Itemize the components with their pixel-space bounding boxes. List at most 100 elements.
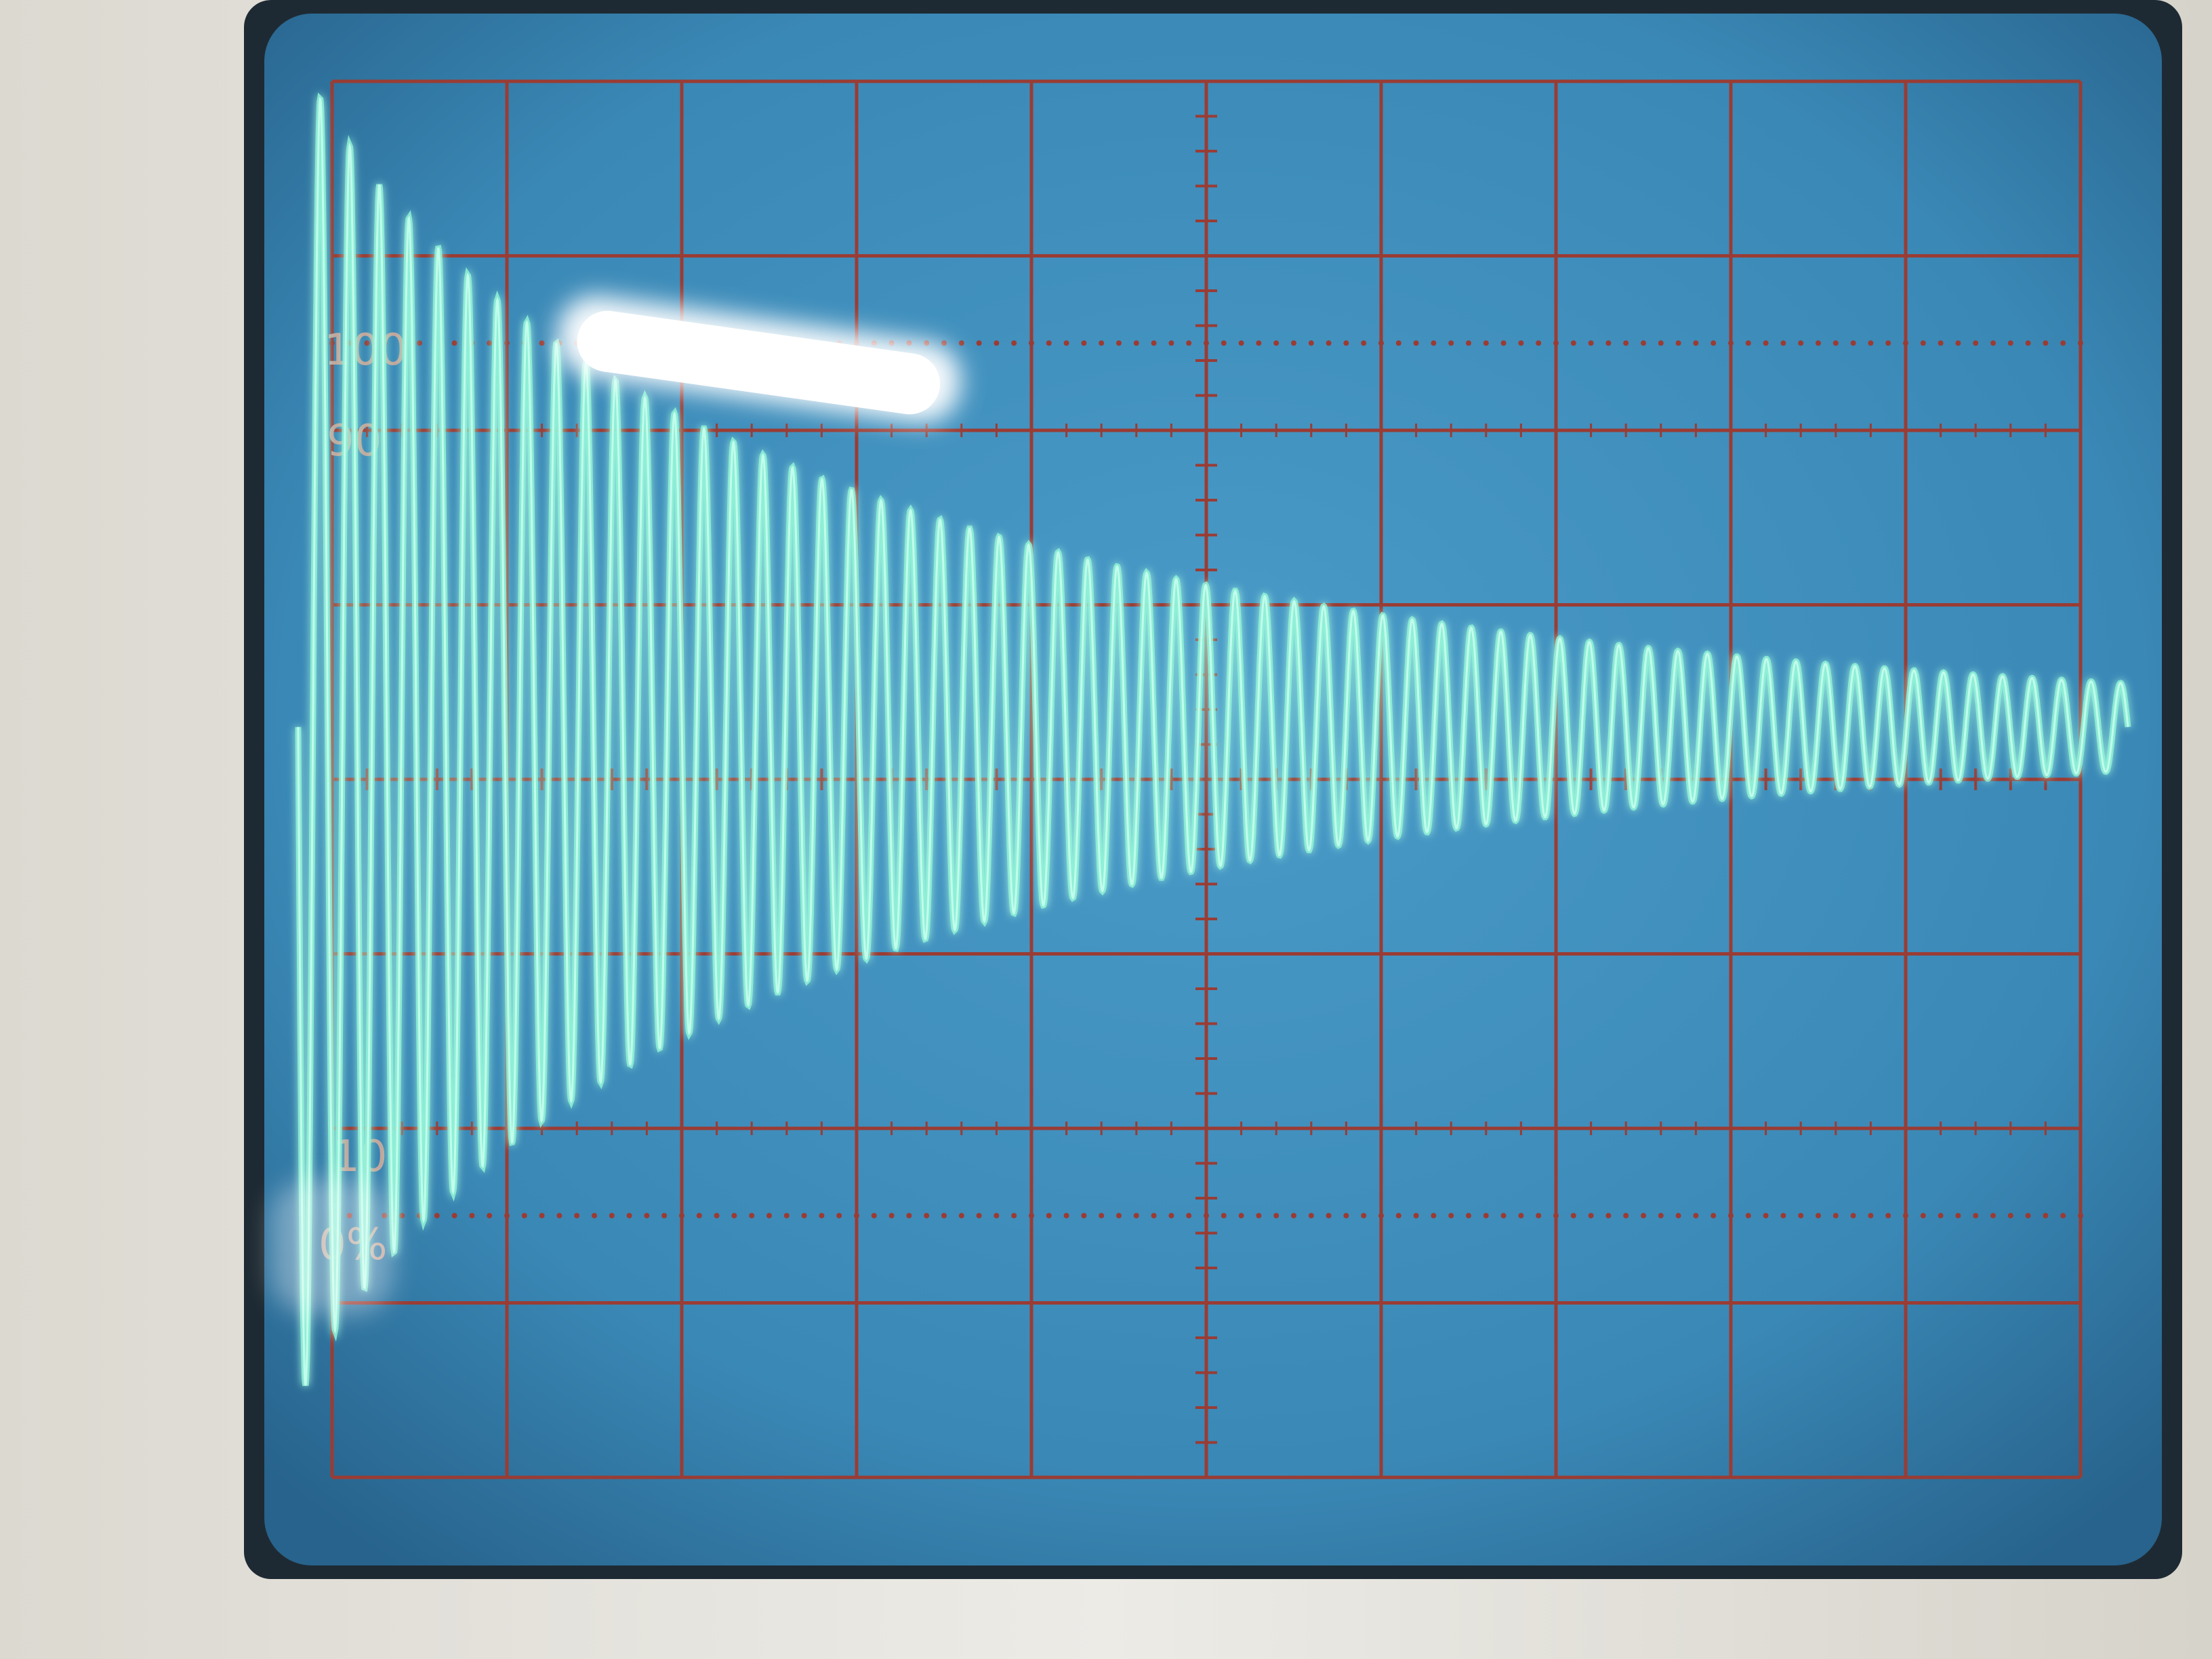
dotted-reference-dot <box>1518 1212 1524 1218</box>
dotted-reference-dot <box>1186 1212 1192 1218</box>
dotted-reference-dot <box>329 340 335 346</box>
dotted-reference-dot <box>1745 1212 1751 1218</box>
dotted-reference-dot <box>1063 1212 1069 1218</box>
dotted-reference-dot <box>1938 1212 1944 1218</box>
dotted-reference-dot <box>1378 1212 1384 1218</box>
dotted-reference-dot <box>696 1212 702 1218</box>
dotted-reference-dot <box>871 1212 877 1218</box>
dotted-reference-dot <box>1238 340 1244 346</box>
dotted-reference-dot <box>1605 340 1612 346</box>
dotted-reference-dot <box>1343 340 1349 346</box>
dotted-reference-dot <box>1675 1212 1681 1218</box>
dotted-reference-dot <box>1395 340 1401 346</box>
dotted-reference-dot <box>1763 340 1769 346</box>
dotted-reference-dot <box>1326 340 1332 346</box>
dotted-reference-dot <box>521 1212 527 1218</box>
dotted-reference-dot <box>1763 1212 1769 1218</box>
dotted-reference-dot <box>1238 1212 1244 1218</box>
dotted-reference-dot <box>976 1212 982 1218</box>
dotted-reference-dot <box>574 1212 580 1218</box>
dotted-reference-dot <box>1955 340 1961 346</box>
dotted-reference-dot <box>2060 340 2066 346</box>
dotted-reference-dot <box>994 340 1000 346</box>
dotted-reference-dot <box>1361 340 1367 346</box>
dotted-reference-dot <box>1273 1212 1279 1218</box>
dotted-reference-dot <box>1046 1212 1052 1218</box>
dotted-reference-dot <box>1832 340 1839 346</box>
dotted-reference-dot <box>906 1212 912 1218</box>
dotted-reference-dot <box>1570 1212 1576 1218</box>
dotted-reference-dot <box>1990 1212 1996 1218</box>
dotted-reference-dot <box>1973 340 1979 346</box>
dotted-reference-dot <box>1623 1212 1629 1218</box>
dotted-reference-dot <box>1431 340 1437 346</box>
dotted-reference-dot <box>1186 340 1192 346</box>
dotted-reference-dot <box>1553 1212 1559 1218</box>
dotted-reference-dot <box>1728 340 1734 346</box>
dotted-reference-dot <box>1483 340 1489 346</box>
dotted-reference-dot <box>1798 1212 1804 1218</box>
dotted-reference-dot <box>1308 1212 1314 1218</box>
dotted-reference-dot <box>2043 1212 2049 1218</box>
dotted-reference-dot <box>1081 340 1087 346</box>
dotted-reference-dot <box>836 1212 842 1218</box>
dotted-reference-dot <box>749 1212 755 1218</box>
dotted-reference-dot <box>2025 1212 2031 1218</box>
dotted-reference-dot <box>1816 340 1821 346</box>
dotted-reference-dot <box>941 1212 947 1218</box>
dotted-reference-dot <box>2078 1212 2083 1218</box>
dotted-reference-dot <box>1011 340 1017 346</box>
dotted-reference-dot <box>1832 1212 1839 1218</box>
dotted-reference-dot <box>1378 340 1384 346</box>
dotted-reference-dot <box>1816 1212 1821 1218</box>
dotted-reference-dot <box>888 1212 895 1218</box>
dotted-reference-dot <box>1920 340 1926 346</box>
dotted-reference-dot <box>1483 1212 1489 1218</box>
dotted-reference-dot <box>1466 340 1471 346</box>
dotted-reference-dot <box>1693 340 1699 346</box>
dotted-reference-dot <box>994 1212 1000 1218</box>
dotted-reference-dot <box>1466 1212 1471 1218</box>
dotted-reference-dot <box>1623 340 1629 346</box>
dotted-reference-dot <box>1850 1212 1856 1218</box>
dotted-reference-dot <box>1780 340 1786 346</box>
dotted-reference-dot <box>1605 1212 1612 1218</box>
dotted-reference-dot <box>1780 1212 1786 1218</box>
dotted-reference-dot <box>1641 1212 1646 1218</box>
dotted-reference-dot <box>1029 340 1034 346</box>
dotted-reference-dot <box>1658 1212 1664 1218</box>
dotted-reference-dot <box>1413 340 1419 346</box>
dotted-reference-dot <box>1955 1212 1961 1218</box>
dotted-reference-dot <box>487 340 493 346</box>
dotted-reference-dot <box>451 1212 457 1218</box>
dotted-reference-dot <box>2043 340 2049 346</box>
dotted-reference-dot <box>958 340 964 346</box>
dotted-reference-dot <box>1641 340 1646 346</box>
dotted-reference-dot <box>1395 1212 1401 1218</box>
dotted-reference-dot <box>1885 340 1891 346</box>
dotted-reference-dot <box>1448 340 1454 346</box>
label-100: 100 <box>324 325 407 375</box>
dotted-reference-dot <box>1168 1212 1174 1218</box>
dotted-reference-dot <box>1500 340 1507 346</box>
dotted-reference-dot <box>1868 1212 1874 1218</box>
dotted-reference-dot <box>364 340 370 346</box>
dotted-reference-dot <box>1745 340 1751 346</box>
dotted-reference-dot <box>1308 340 1314 346</box>
dotted-reference-dot <box>1903 340 1908 346</box>
dotted-reference-dot <box>1133 340 1139 346</box>
dotted-reference-dot <box>1588 1212 1594 1218</box>
dotted-reference-dot <box>1413 1212 1419 1218</box>
dotted-reference-dot <box>417 340 422 346</box>
dotted-reference-dot <box>1448 1212 1454 1218</box>
dotted-reference-dot <box>539 1212 545 1218</box>
dotted-reference-dot <box>661 1212 668 1218</box>
dotted-reference-dot <box>1431 1212 1437 1218</box>
dotted-reference-dot <box>2007 340 2013 346</box>
dotted-reference-dot <box>1116 340 1122 346</box>
dotted-reference-dot <box>1588 340 1594 346</box>
dotted-reference-dot <box>1920 1212 1926 1218</box>
dotted-reference-dot <box>451 340 457 346</box>
dotted-reference-dot <box>1273 340 1279 346</box>
